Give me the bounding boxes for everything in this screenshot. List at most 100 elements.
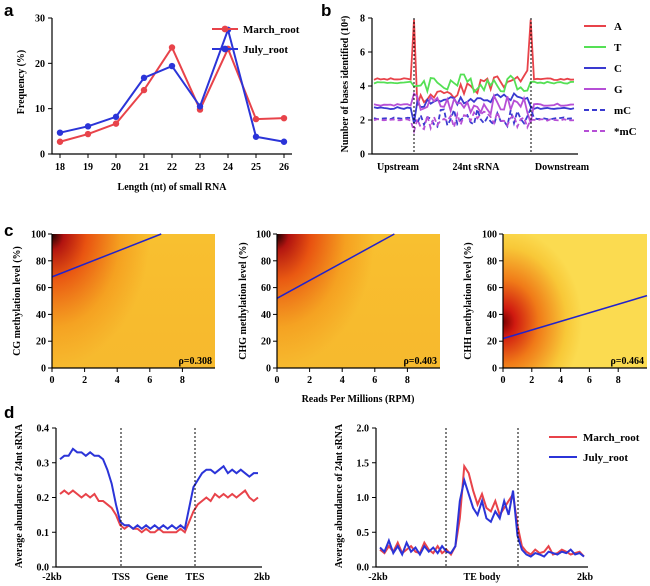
chart-b: Number of bases identified (10⁴) 0 2 4 6 8 U… — [340, 14, 637, 174]
panel-letter-b: b — [321, 1, 331, 20]
chart-d-left-region-2kb-up: -2kb — [42, 572, 62, 583]
chart-b-legend-label: C — [614, 63, 622, 75]
chart-c-cg-rho: ρ=0.308 — [178, 356, 212, 367]
chart-c-fit-line-1 — [276, 233, 395, 299]
chart-c-chh-axes — [502, 234, 647, 369]
chart-d-legend-label: March_root — [583, 432, 640, 444]
chart-d-left-ylabel: Average abundance of 24nt sRNA — [14, 423, 25, 568]
chart-d-ytick-label: 0.0 — [357, 563, 370, 574]
chart-c-cg-shade — [52, 234, 215, 368]
chart-a-point — [56, 138, 64, 145]
chart-c-ytick-label: 40 — [487, 310, 497, 321]
chart-b-legend-label: G — [614, 84, 623, 96]
chart-a-axes — [51, 18, 292, 155]
chart-a-legend-marker — [221, 45, 229, 53]
chart-a-ylabel: Frequency (%) — [16, 50, 27, 115]
chart-d-ytick-label: 0.3 — [37, 458, 50, 469]
chart-b-legend-label: *mC — [614, 126, 637, 138]
chart-c-ytick-label: 40 — [36, 310, 46, 321]
chart-c-xtick-label: 2 — [307, 375, 312, 386]
chart-c-ytick-label: 100 — [31, 230, 46, 241]
chart-b-series-line-1 — [373, 73, 575, 95]
chart-a-xtick-label: 26 — [279, 162, 289, 173]
chart-a-point — [252, 133, 260, 140]
chart-c-xtick-label: 2 — [529, 375, 534, 386]
chart-d-ytick-label: 2.0 — [357, 424, 370, 435]
chart-d-ytick-label: 0.0 — [37, 563, 50, 574]
chart-c-chh-ylabel: CHH methylation level (%) — [463, 242, 474, 359]
chart-d-ytick-label: 0.5 — [357, 528, 370, 539]
chart-d-ytick-label: 0.4 — [37, 424, 50, 435]
chart-d-right-ylabel: Average abundance of 24nt sRNA — [334, 423, 345, 568]
chart-c-ytick-label: 60 — [487, 283, 497, 294]
chart-a-legend-label: July_root — [243, 44, 288, 56]
chart-b-ytick-label: 6 — [360, 48, 365, 59]
chart-c-xtick-label: 6 — [587, 375, 592, 386]
chart-d-legend-label: July_root — [583, 452, 628, 464]
chart-d: Average abundance of 24nt sRNA Average a… — [14, 423, 640, 583]
chart-c-ytick-label: 60 — [261, 283, 271, 294]
chart-a-ytick-label: 10 — [35, 104, 45, 115]
chart-c-ytick-label: 80 — [36, 256, 46, 267]
panel-letter-a: a — [4, 1, 14, 20]
chart-c-chh-density — [503, 234, 647, 368]
chart-c-xtick-label: 4 — [115, 375, 120, 386]
chart-b-series-line-5 — [373, 109, 575, 135]
chart-c-ytick-label: 0 — [492, 364, 497, 375]
chart-c-ytick-label: 20 — [487, 337, 497, 348]
chart-c-ytick-label: 40 — [261, 310, 271, 321]
chart-c-xtick-label: 0 — [501, 375, 506, 386]
chart-c-ytick-label: 0 — [266, 364, 271, 375]
chart-a-xtick-label: 20 — [111, 162, 121, 173]
chart-c-ytick-label: 80 — [487, 256, 497, 267]
chart-a-point — [168, 44, 176, 51]
chart-d-right-region-2kb-up: -2kb — [368, 572, 388, 583]
chart-b-ytick-label: 2 — [360, 116, 365, 127]
chart-b-ytick-label: 4 — [360, 82, 365, 93]
chart-c-chg-ylabel: CHG methylation level (%) — [238, 242, 249, 359]
chart-a-point — [196, 103, 204, 110]
chart-a-point — [56, 129, 64, 136]
chart-c-xtick-label: 6 — [147, 375, 152, 386]
chart-c-xtick-label: 8 — [405, 375, 410, 386]
chart-d-series-line-0-1 — [59, 447, 258, 531]
chart-c-ytick-label: 60 — [36, 283, 46, 294]
chart-c-ytick-label: 20 — [36, 337, 46, 348]
chart-a-point — [168, 62, 176, 70]
chart-a-xlabel: Length (nt) of small RNA — [118, 182, 228, 193]
panel-letter-d: d — [4, 403, 14, 422]
chart-b-ylabel: Number of bases identified (10⁴) — [340, 16, 351, 153]
chart-d-ytick-label: 1.0 — [357, 493, 370, 504]
chart-b-legend-label: A — [614, 21, 622, 33]
chart-c-fit-line-2 — [502, 294, 648, 340]
chart-c-shared-xlabel: Reads Per Millions (RPM) — [302, 394, 415, 405]
chart-c-xtick-label: 0 — [275, 375, 280, 386]
chart-c-xtick-label: 6 — [372, 375, 377, 386]
chart-d-left-region-gene: Gene — [146, 572, 169, 583]
chart-c-xtick-label: 4 — [340, 375, 345, 386]
chart-b-ytick-label: 8 — [360, 14, 365, 25]
chart-c-ytick-label: 80 — [261, 256, 271, 267]
chart-c-cg-ylabel: CG methylation level (%) — [12, 246, 23, 356]
chart-c-chg-heatmap — [277, 234, 440, 368]
chart-a-xtick-label: 24 — [223, 162, 233, 173]
chart-d-ytick-label: 0.2 — [37, 493, 50, 504]
chart-c-cg-heatmap — [52, 234, 215, 368]
chart-b-series-line-3 — [373, 91, 575, 124]
chart-c-fit-line-0 — [51, 233, 162, 278]
chart-a-point — [140, 86, 148, 94]
chart-d-left-axes — [55, 428, 262, 568]
chart-a-xtick-label: 18 — [55, 162, 65, 173]
chart-c-chg-shade — [277, 234, 440, 368]
chart-a-ytick-label: 30 — [35, 14, 45, 25]
chart-a-point — [84, 130, 92, 138]
chart-a-xtick-label: 21 — [139, 162, 149, 173]
chart-d-right-region-te-body: TE body — [464, 572, 501, 583]
chart-d-series-line-1-1 — [379, 476, 585, 558]
chart-c-chh-rho: ρ=0.464 — [610, 356, 644, 367]
chart-a-xtick-label: 25 — [251, 162, 261, 173]
chart-b-series-line-4 — [373, 105, 575, 129]
chart-d-right-axes — [375, 428, 588, 568]
